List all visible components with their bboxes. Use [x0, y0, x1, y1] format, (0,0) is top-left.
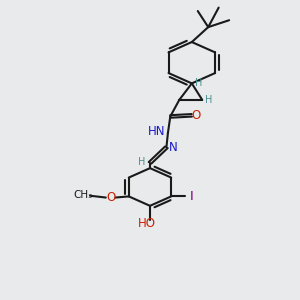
Text: CH₃: CH₃ — [73, 190, 92, 200]
Text: O: O — [192, 109, 201, 122]
Text: H: H — [195, 78, 202, 88]
Text: HN: HN — [148, 125, 165, 138]
Text: H: H — [138, 157, 145, 167]
Text: H: H — [205, 95, 212, 105]
Text: I: I — [190, 190, 194, 203]
Text: O: O — [106, 190, 116, 204]
Text: N: N — [169, 141, 177, 154]
Text: HO: HO — [138, 217, 156, 230]
